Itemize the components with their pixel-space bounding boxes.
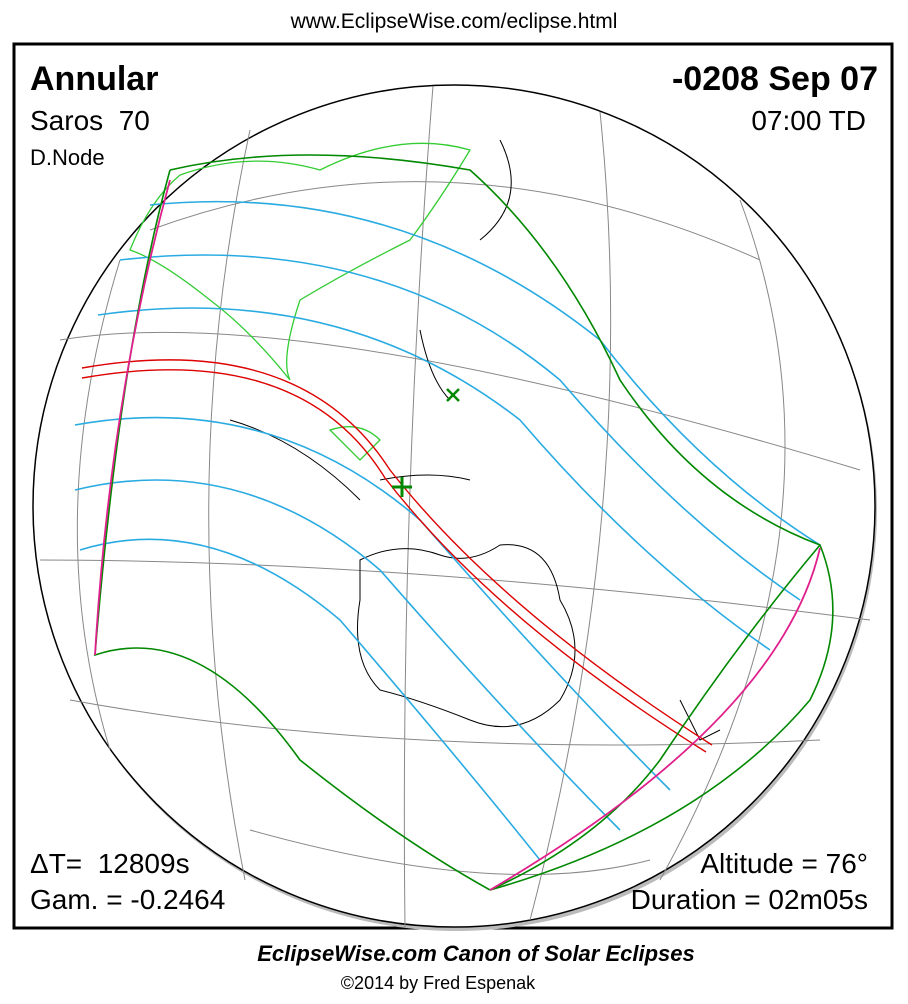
globe bbox=[32, 84, 877, 931]
altitude: Altitude = 76° bbox=[700, 848, 868, 879]
copyright: ©2014 by Fred Espenak bbox=[341, 973, 536, 993]
eclipse-path bbox=[74, 154, 834, 891]
greatest-eclipse bbox=[392, 477, 412, 497]
url: www.EclipseWise.com/eclipse.html bbox=[290, 10, 618, 33]
delta-t: ΔT= 12809s bbox=[30, 848, 190, 879]
node: D.Node bbox=[30, 145, 105, 170]
subsolar-point bbox=[446, 388, 460, 402]
globe-disc bbox=[32, 84, 876, 928]
time: 07:00 TD bbox=[751, 105, 866, 136]
gamma: Gam. = -0.2464 bbox=[30, 884, 225, 915]
saros: Saros 70 bbox=[30, 105, 150, 136]
coastlines bbox=[129, 139, 721, 741]
duration: Duration = 02m05s bbox=[631, 884, 868, 915]
date: -0208 Sep 07 bbox=[672, 60, 878, 98]
footer-title: EclipseWise.com Canon of Solar Eclipses bbox=[257, 941, 695, 966]
eclipse-type: Annular bbox=[30, 60, 158, 98]
